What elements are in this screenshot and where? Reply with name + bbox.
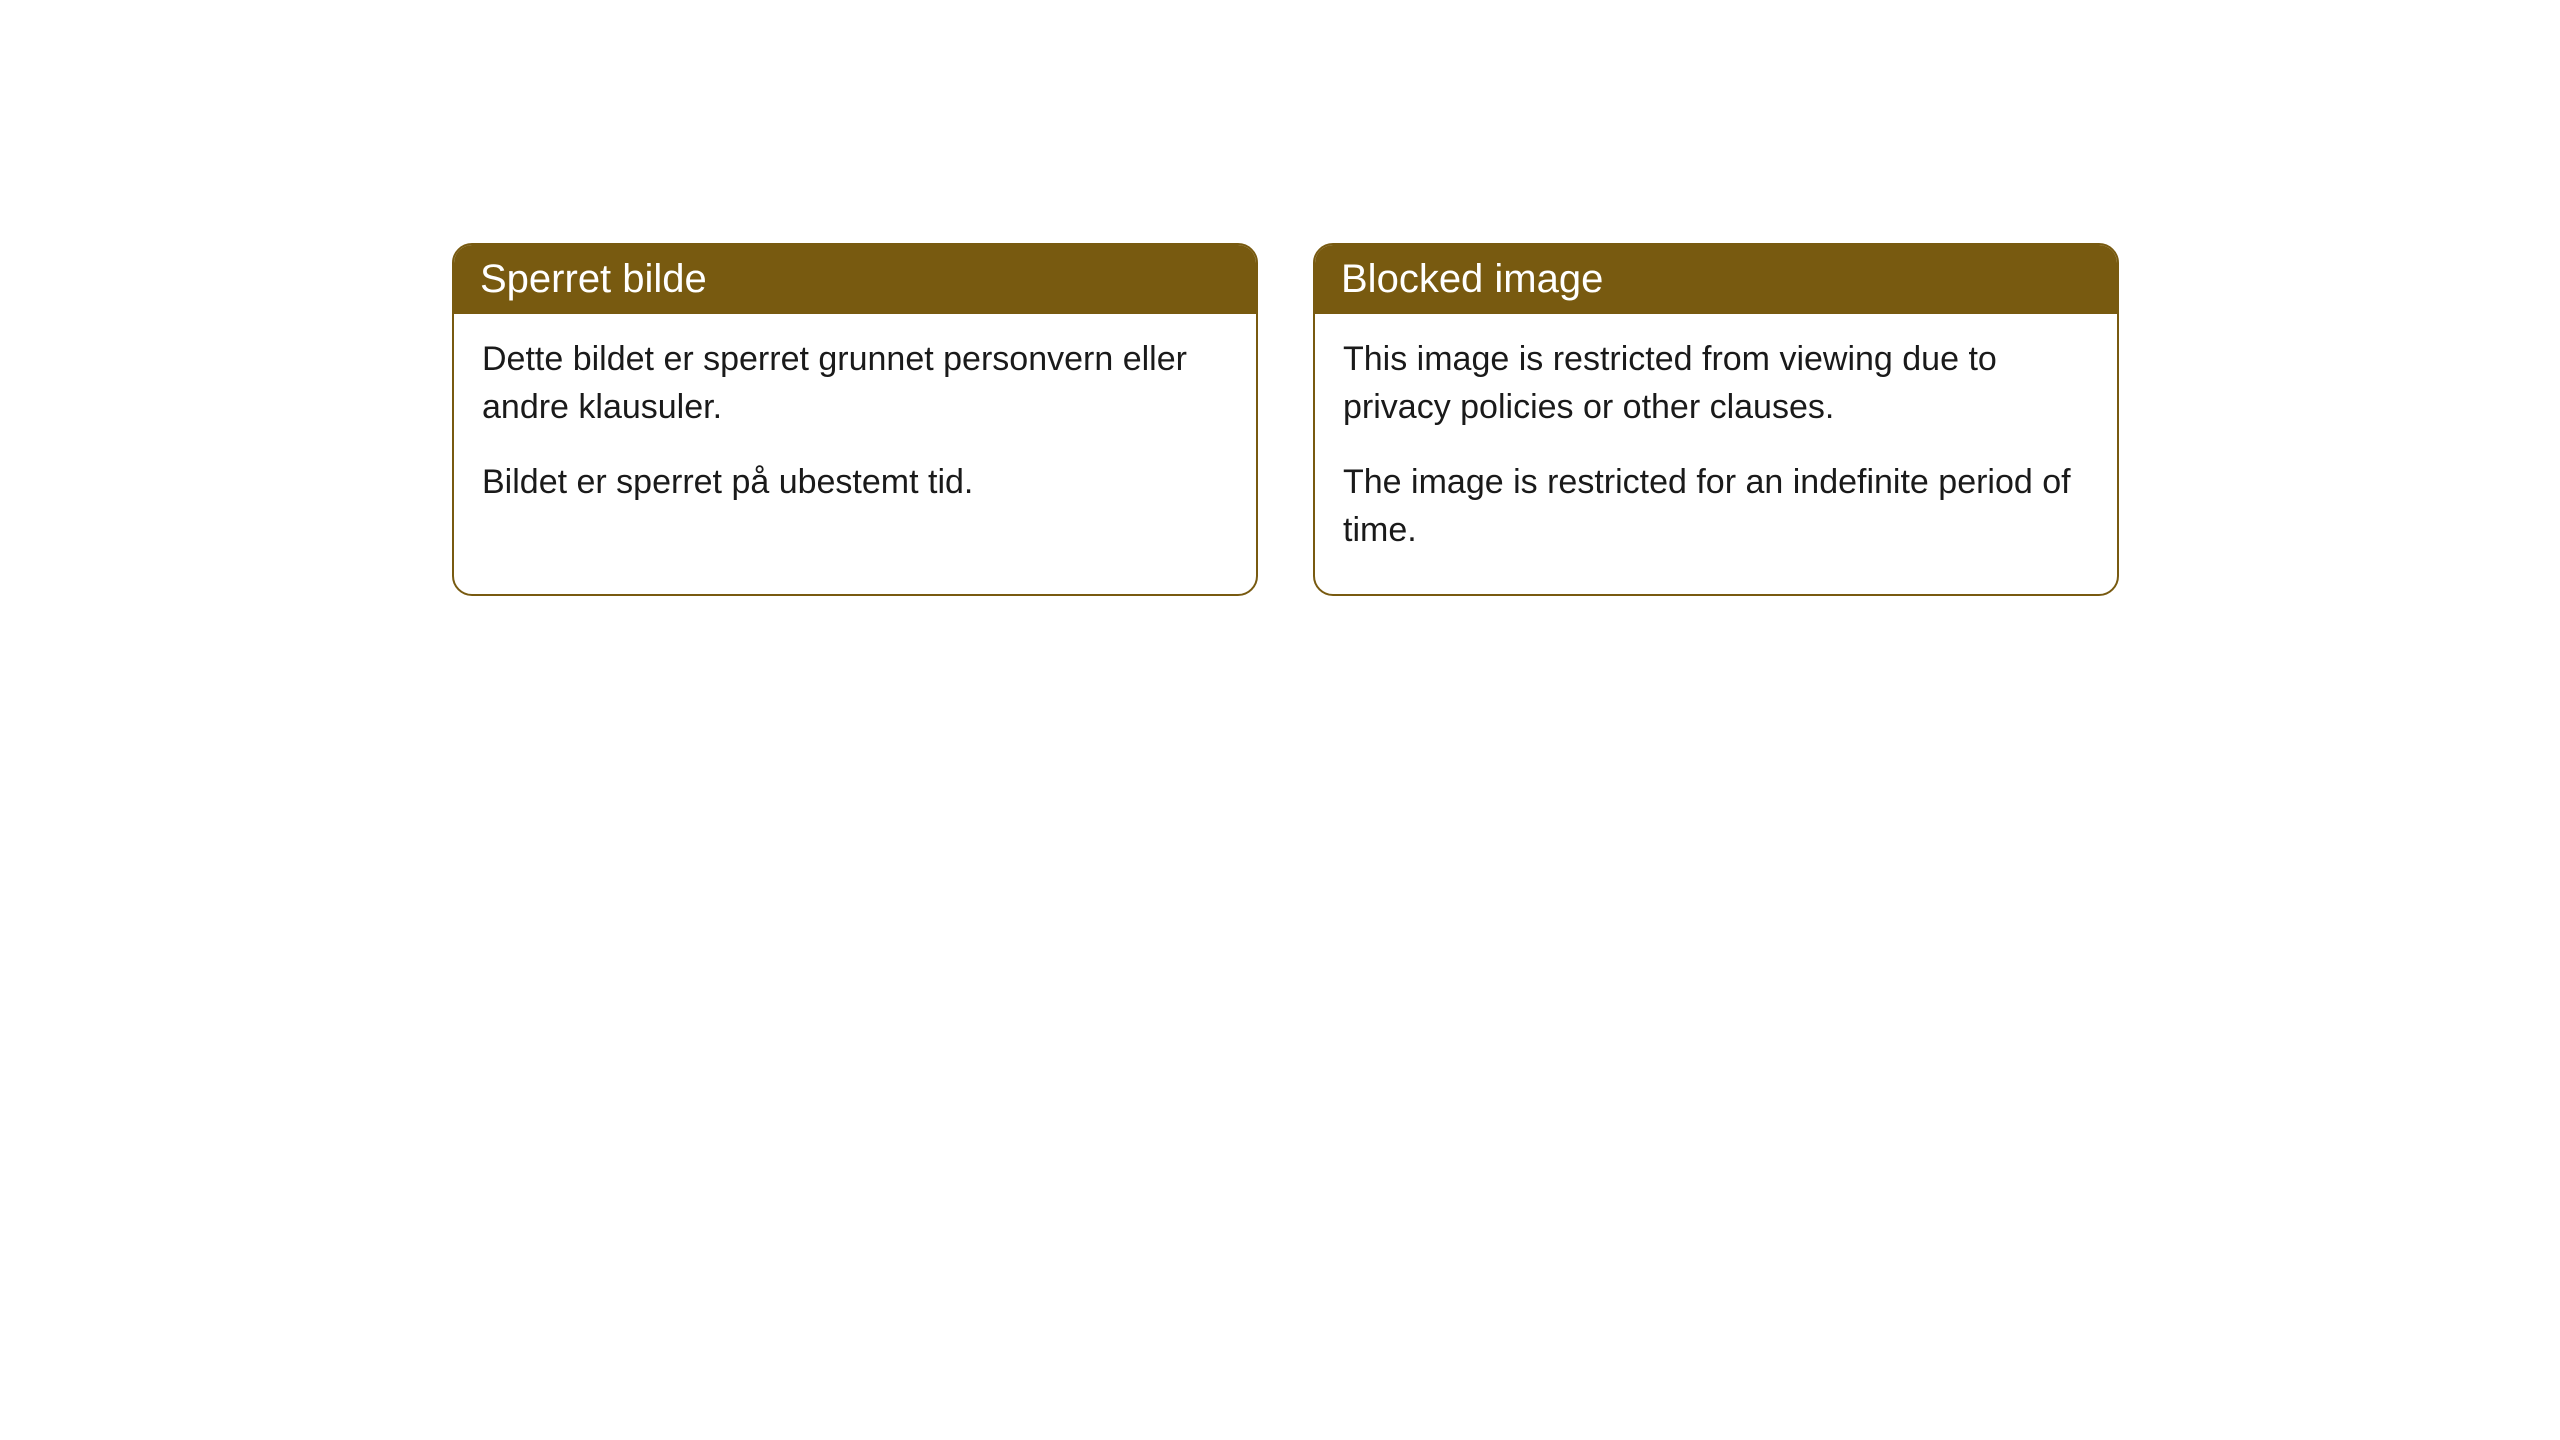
card-header-en: Blocked image (1315, 245, 2117, 314)
card-body-en: This image is restricted from viewing du… (1315, 314, 2117, 594)
notice-cards-container: Sperret bilde Dette bildet er sperret gr… (452, 243, 2119, 596)
card-paragraph-1-no: Dette bildet er sperret grunnet personve… (482, 336, 1228, 431)
card-paragraph-2-en: The image is restricted for an indefinit… (1343, 459, 2089, 554)
card-paragraph-1-en: This image is restricted from viewing du… (1343, 336, 2089, 431)
blocked-image-card-en: Blocked image This image is restricted f… (1313, 243, 2119, 596)
blocked-image-card-no: Sperret bilde Dette bildet er sperret gr… (452, 243, 1258, 596)
card-paragraph-2-no: Bildet er sperret på ubestemt tid. (482, 459, 1228, 507)
card-header-no: Sperret bilde (454, 245, 1256, 314)
card-body-no: Dette bildet er sperret grunnet personve… (454, 314, 1256, 547)
